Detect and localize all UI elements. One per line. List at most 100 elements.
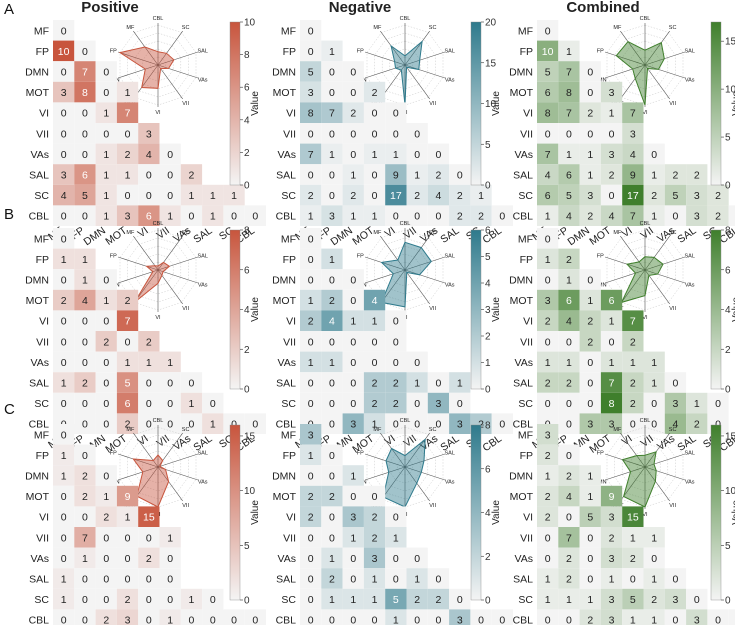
heatmap-cell [406, 413, 428, 434]
heatmap-cell [643, 143, 665, 165]
cell-value: 0 [393, 211, 399, 223]
colorbar-tick-label: 0 [725, 385, 731, 396]
cell-value: 0 [210, 398, 216, 410]
x-tick-label: MOT [350, 224, 376, 248]
cell-value: 1 [566, 275, 572, 287]
heatmap-cell [321, 164, 343, 185]
y-tick-label: VAs [278, 149, 296, 161]
heatmap-cell [74, 123, 96, 144]
radar-shape [620, 256, 664, 304]
x-tick-label: VII [401, 225, 418, 242]
heatmap-cell [159, 547, 181, 569]
cell-value: 0 [61, 67, 67, 79]
cell-value: 2 [308, 491, 314, 503]
cell-value: 7 [566, 108, 572, 120]
heatmap-cell [558, 372, 580, 393]
cell-value: 1 [82, 254, 88, 266]
heatmap-cell [53, 547, 75, 569]
cell-value: 17 [390, 190, 402, 202]
heatmap-cell [579, 205, 601, 226]
radar-spoke [404, 51, 446, 66]
heatmap-cell [363, 331, 386, 352]
cell-value: 1 [329, 149, 335, 161]
y-tick-label: DMN [509, 275, 533, 287]
cell-value: 1 [61, 378, 67, 390]
radar-spoke [644, 30, 670, 66]
heatmap-cell [385, 568, 407, 589]
y-tick-label: MF [34, 233, 49, 245]
heatmap-cell [202, 413, 224, 434]
cell-value: 0 [350, 553, 356, 565]
cell-value: 0 [61, 398, 67, 410]
heatmap-cell [300, 588, 322, 610]
radar-axis-label: MF [126, 427, 135, 433]
radar-shape [390, 40, 423, 106]
radar-spoke [364, 453, 406, 468]
cell-value: 4 [436, 190, 442, 202]
radar-axis-label: SAL [684, 253, 694, 259]
heatmap-cell [116, 485, 139, 507]
radar-spoke [117, 256, 159, 271]
heatmap-cell [385, 506, 407, 527]
colorbar-tick-label: 10 [244, 18, 256, 29]
cell-value: 3 [545, 295, 551, 307]
cell-value: 1 [308, 450, 314, 462]
heatmap-cell [342, 588, 364, 610]
heatmap-cell [600, 331, 623, 352]
y-tick-label: VII [36, 336, 49, 348]
cell-value: 0 [414, 128, 420, 140]
cell-value: 0 [61, 336, 67, 348]
heatmap-cell [300, 269, 322, 290]
heatmap-cell [95, 143, 117, 165]
cell-value: 1 [393, 532, 399, 544]
y-tick-label: DMN [509, 67, 533, 79]
cell-value: 0 [210, 615, 216, 625]
heatmap-cell [342, 143, 364, 165]
heatmap-cell [74, 506, 96, 527]
cell-value: 1 [61, 254, 67, 266]
cell-value: 1 [393, 615, 399, 625]
y-tick-label: VII [283, 128, 296, 140]
panel-C-combined: CBLSCSALVAsVIIVIMOTDMNFPMF32012124192053… [509, 418, 735, 625]
heatmap-cell [363, 123, 386, 144]
cell-value: 1 [210, 190, 216, 202]
cell-value: 0 [329, 170, 335, 182]
y-tick-label: VI [286, 108, 296, 120]
cell-value: 1 [308, 295, 314, 307]
cell-value: 1 [167, 615, 173, 625]
cell-value: 3 [694, 615, 700, 625]
cell-value: 0 [61, 316, 67, 328]
cell-value: 0 [372, 128, 378, 140]
heatmap-cell [385, 588, 407, 610]
y-tick-label: MOT [510, 295, 534, 307]
heatmap-cell [53, 351, 75, 373]
heatmap-cell [622, 568, 644, 589]
cell-value: 1 [651, 211, 657, 223]
heatmap-cell [558, 61, 580, 82]
heatmap-cell [300, 424, 322, 445]
cell-value: 0 [694, 594, 700, 606]
y-tick-label: VI [39, 316, 49, 328]
heatmap-cell [622, 609, 644, 625]
heatmap-cell [707, 392, 729, 414]
radar-spoke [404, 256, 446, 271]
radar-axis-label: SAL [197, 48, 207, 54]
heatmap-cell [537, 568, 559, 589]
cell-value: 0 [103, 398, 109, 410]
heatmap-cell [74, 81, 96, 103]
heatmap-cell [385, 123, 407, 144]
heatmap-cell [138, 413, 160, 434]
cell-value: 1 [210, 419, 216, 431]
cell-value: 3 [694, 211, 700, 223]
heatmap-cell [342, 102, 364, 123]
heatmap-cell [300, 547, 322, 569]
cell-value: 1 [545, 254, 551, 266]
radar-shape [118, 46, 175, 89]
cell-value: 0 [587, 128, 593, 140]
cell-value: 5 [587, 512, 593, 524]
cell-value: 0 [329, 398, 335, 410]
heatmap-cell [116, 184, 139, 206]
cell-value: 3 [308, 429, 314, 441]
heatmap-cell [427, 413, 450, 434]
heatmap-cell [686, 164, 708, 185]
